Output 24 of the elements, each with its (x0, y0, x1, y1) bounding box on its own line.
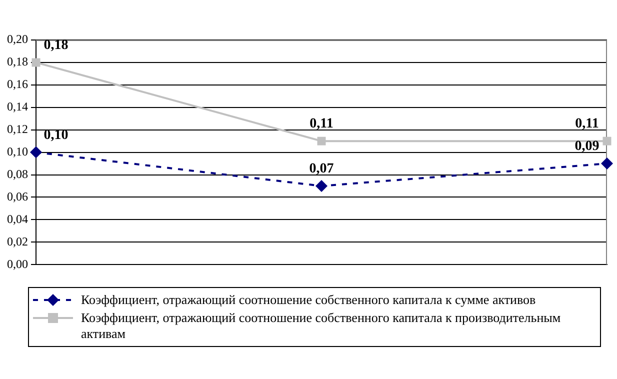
point (601, 158, 613, 170)
y-tick-label: 0,14 (7, 100, 28, 114)
y-tick-label: 0,00 (7, 256, 28, 271)
y-tick-label: 0,12 (7, 122, 28, 136)
point (317, 136, 326, 146)
data-label: 0,11 (310, 116, 334, 132)
y-tick-label: 0,04 (7, 212, 28, 226)
point (316, 180, 328, 192)
data-label: 0,18 (44, 38, 68, 54)
data-label: 0,07 (309, 162, 334, 177)
y-tick-label: 0,20 (7, 32, 28, 46)
y-tick-label: 0,10 (7, 144, 28, 158)
legend-label: Коэффициент, отражающий соотношение собственного капитала к сумме активов (81, 292, 536, 308)
legend-label: Коэффициент, отражающий соотношение собственного капитала к производительным активам (81, 310, 562, 342)
point (30, 146, 42, 158)
data-label: 0,11 (575, 116, 599, 132)
y-tick-label: 0,02 (7, 234, 28, 248)
y-tick-label: 0,08 (7, 166, 28, 181)
data-label: 0,10 (44, 128, 68, 143)
data-label: 0,09 (574, 139, 600, 154)
y-tick-label: 0,06 (7, 189, 28, 204)
y-tick-label: 0,18 (7, 54, 28, 69)
point (602, 136, 612, 146)
y-tick-label: 0,16 (7, 77, 28, 92)
